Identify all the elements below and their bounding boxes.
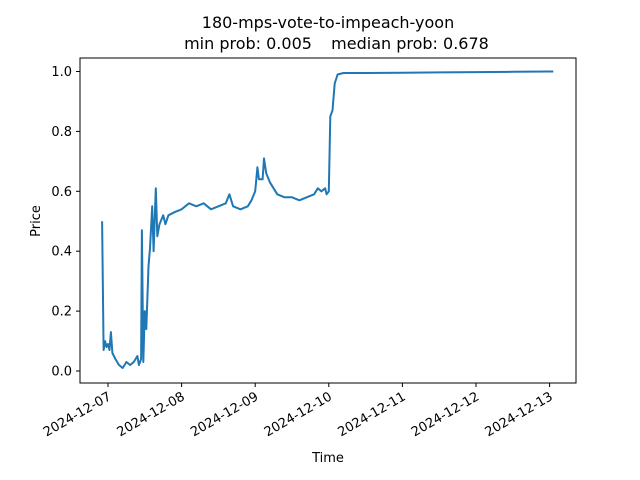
price-line [101, 70, 554, 369]
x-tick-label: 2024-12-10 [262, 389, 335, 440]
y-axis-label: Price [29, 205, 44, 237]
x-tick-label: 2024-12-08 [115, 389, 188, 440]
chart-subtitle-min: min prob: 0.005 [184, 34, 312, 53]
x-tick-label: 2024-12-09 [188, 389, 261, 440]
y-tick-label: 0.0 [51, 365, 72, 380]
x-axis-label: Time [311, 451, 344, 466]
x-tick-label: 2024-12-07 [41, 389, 114, 440]
plot-area [79, 57, 577, 384]
y-tick-label: 0.4 [51, 245, 72, 260]
x-tick-label: 2024-12-12 [409, 389, 482, 440]
y-tick-label: 0.8 [51, 125, 72, 140]
y-tick-label: 1.0 [51, 65, 72, 80]
y-tick-label: 0.6 [51, 185, 72, 200]
chart-subtitle-median: median prob: 0.678 [331, 34, 489, 53]
x-axis: 2024-12-07 2024-12-08 2024-12-09 2024-12-10… [41, 383, 556, 440]
y-axis: 0.0 0.2 0.4 0.6 0.8 1.0 [51, 65, 80, 380]
x-tick-label: 2024-12-13 [483, 389, 556, 440]
y-tick-label: 0.2 [51, 305, 72, 320]
x-tick-label: 2024-12-11 [335, 389, 408, 440]
chart-title: 180-mps-vote-to-impeach-yoon [202, 13, 454, 32]
